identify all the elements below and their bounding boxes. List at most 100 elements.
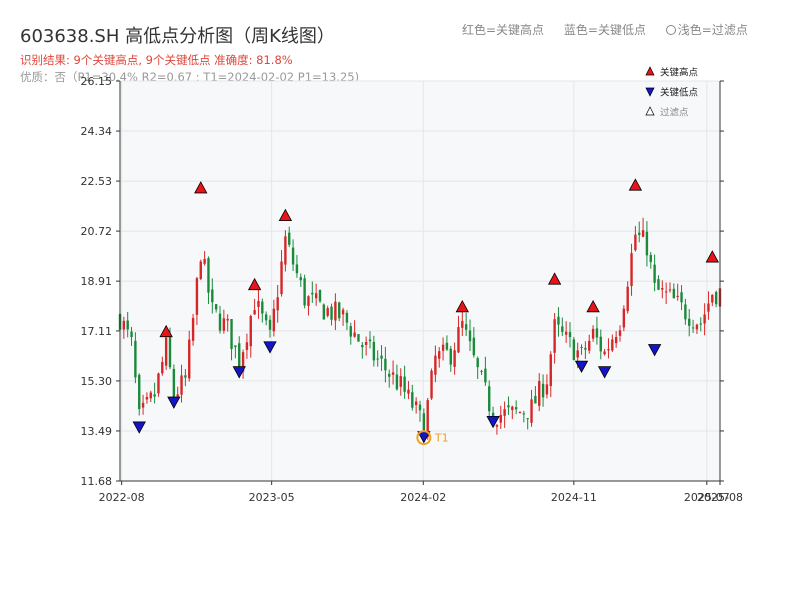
y-tick-label: 22.53 bbox=[81, 175, 113, 188]
candle-body bbox=[141, 402, 145, 408]
candle-body bbox=[653, 264, 656, 283]
candle-body bbox=[664, 291, 668, 293]
candle-body bbox=[164, 337, 168, 366]
candle-body bbox=[180, 375, 183, 395]
candle-body bbox=[638, 232, 641, 236]
candle-body bbox=[472, 337, 476, 356]
candle-body bbox=[630, 253, 633, 287]
candle-body bbox=[522, 413, 526, 415]
candle-body bbox=[649, 254, 652, 263]
key-low-marker bbox=[167, 396, 181, 409]
candle-body bbox=[395, 374, 399, 390]
candle-body bbox=[461, 320, 464, 328]
candle-body bbox=[703, 314, 706, 324]
candle-body bbox=[403, 376, 406, 392]
candle-body bbox=[353, 332, 356, 337]
legend-label: 过滤点 bbox=[660, 107, 689, 119]
candle-body bbox=[614, 336, 618, 344]
candle-body bbox=[368, 339, 372, 342]
header-legend-light: 浅色=过滤点 bbox=[665, 23, 748, 37]
candle-body bbox=[545, 384, 549, 395]
candle-body bbox=[434, 355, 437, 375]
candle-body bbox=[391, 372, 395, 375]
candle-body bbox=[464, 324, 468, 330]
key-low-marker bbox=[574, 360, 589, 373]
candle-body bbox=[564, 331, 568, 335]
candle-body bbox=[245, 342, 249, 350]
candle-body bbox=[268, 319, 272, 330]
candle-body bbox=[307, 296, 310, 306]
candle-body bbox=[580, 346, 583, 348]
candle-body bbox=[264, 314, 268, 321]
circle-icon bbox=[665, 25, 676, 35]
candle-body bbox=[161, 361, 164, 374]
candle-body bbox=[695, 324, 699, 330]
candle-body bbox=[253, 309, 256, 315]
candle-body bbox=[380, 355, 383, 359]
candle-body bbox=[657, 279, 660, 290]
candle-body bbox=[457, 327, 460, 353]
candle-body bbox=[541, 383, 545, 398]
candle-body bbox=[568, 332, 572, 338]
candle-body bbox=[672, 288, 676, 299]
candle-body bbox=[330, 306, 333, 320]
candle-body bbox=[441, 344, 445, 351]
candle-body bbox=[218, 313, 222, 331]
key-low-marker bbox=[263, 341, 277, 354]
candle-body bbox=[449, 348, 452, 365]
candle-body bbox=[145, 396, 149, 400]
result-summary: 识别结果: 9个关键高点, 9个关键低点 准确度: 81.8% bbox=[20, 53, 293, 67]
candle-body bbox=[430, 370, 433, 399]
x-tick-label: 2022-08 bbox=[99, 491, 145, 504]
candle-body bbox=[153, 394, 156, 397]
candle-body bbox=[503, 409, 506, 416]
candle-body bbox=[499, 414, 502, 423]
key-low-marker bbox=[486, 415, 500, 429]
candle-body bbox=[484, 368, 487, 383]
candle-body bbox=[526, 418, 529, 420]
key-high-marker bbox=[247, 277, 262, 291]
candle-body bbox=[426, 400, 429, 438]
key-high-marker bbox=[278, 208, 293, 221]
candle-body bbox=[191, 317, 195, 341]
candle-body bbox=[276, 297, 279, 311]
candle-body bbox=[530, 399, 533, 423]
candle-body bbox=[345, 312, 349, 323]
candle-body bbox=[576, 350, 579, 358]
x-tick-label: 2025-08 bbox=[697, 491, 743, 504]
candle-body bbox=[603, 351, 606, 355]
candle-body bbox=[299, 277, 302, 281]
candle-body bbox=[230, 318, 233, 349]
header-legend-blue: 蓝色=关键低点 bbox=[563, 23, 646, 37]
candle-body bbox=[553, 319, 556, 353]
y-tick-label: 24.34 bbox=[81, 125, 113, 138]
candle-body bbox=[311, 292, 314, 295]
candle-body bbox=[341, 309, 345, 315]
candle-body bbox=[372, 342, 376, 361]
candle-body bbox=[684, 304, 687, 320]
candle-body bbox=[238, 343, 241, 370]
y-tick-label: 17.11 bbox=[81, 325, 113, 338]
candle-body bbox=[538, 381, 541, 406]
candle-body bbox=[203, 258, 206, 264]
candle-body bbox=[272, 308, 276, 332]
y-tick-label: 26.15 bbox=[81, 75, 113, 88]
candle-body bbox=[172, 368, 176, 398]
candle-body bbox=[438, 351, 441, 359]
axes: 26.15 24.34 22.53 20.72 18.91 17.11 15.30 13.49… bbox=[81, 75, 743, 504]
candle-body bbox=[534, 395, 537, 404]
candle-body bbox=[611, 339, 614, 351]
key-high-marker bbox=[705, 250, 719, 263]
legend-label: 关键低点 bbox=[660, 87, 699, 99]
x-tick-label: 2025-07 bbox=[684, 491, 730, 504]
candle-body bbox=[688, 318, 691, 326]
candle-body bbox=[557, 316, 560, 325]
candle-body bbox=[414, 401, 418, 406]
candle-body bbox=[318, 289, 322, 302]
candle-body bbox=[126, 320, 129, 330]
candle-body bbox=[226, 318, 229, 321]
candle-body bbox=[357, 334, 360, 342]
candle-body bbox=[661, 288, 664, 290]
candle-body bbox=[468, 330, 472, 342]
